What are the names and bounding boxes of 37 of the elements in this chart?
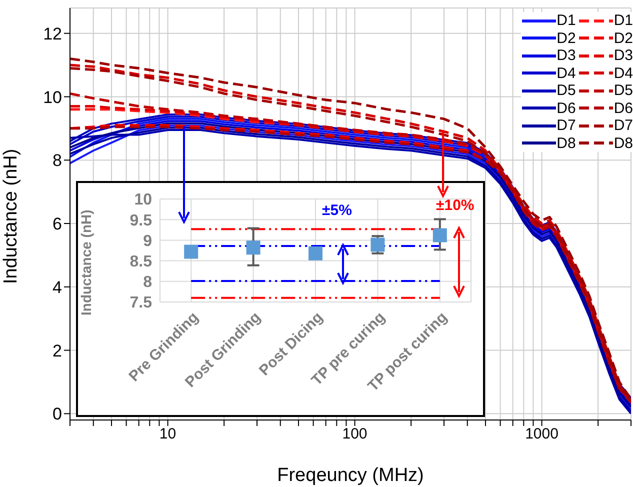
y-tick-label: 8.5 xyxy=(130,253,152,270)
legend-label: D1 xyxy=(614,12,633,30)
y-tick-label: 10 xyxy=(43,88,62,107)
x-tick-label: 10 xyxy=(159,426,176,443)
y-tick-label: 8 xyxy=(52,151,62,170)
y-tick-label: 12 xyxy=(43,24,62,44)
y-tick-label: 7.5 xyxy=(130,294,152,312)
annotation: ±5% xyxy=(322,202,352,219)
y-tick-label: 9.5 xyxy=(130,212,152,230)
legend-label: D4 xyxy=(614,64,633,82)
y-tick-label: 9 xyxy=(143,232,152,250)
legend-label: D7 xyxy=(614,117,633,134)
legend-label: D5 xyxy=(614,82,633,100)
y-tick-label: 4 xyxy=(52,278,62,297)
legend-label: D2 xyxy=(614,30,633,47)
x-tick-label: 1000 xyxy=(525,426,558,443)
annotation: ±10% xyxy=(436,197,474,214)
legend-label: D1 xyxy=(556,12,576,30)
y-axis-title: Inductance (nH) xyxy=(0,148,22,284)
y-tick-label: 6 xyxy=(52,214,62,234)
y-tick-label: 0 xyxy=(52,404,62,424)
legend-label: D4 xyxy=(556,64,576,82)
y-axis-title: Inductance (nH) xyxy=(78,210,94,316)
legend-label: D6 xyxy=(614,100,633,117)
x-axis-title: Freqeuncy (MHz) xyxy=(277,465,424,486)
legend-label: D7 xyxy=(556,117,576,134)
y-tick-label: 10 xyxy=(134,192,152,209)
legend-label: D8 xyxy=(556,134,576,152)
legend-label: D5 xyxy=(556,82,576,100)
legend-label: D2 xyxy=(556,30,576,47)
legend-label: D3 xyxy=(556,47,576,64)
legend-label: D8 xyxy=(614,134,633,152)
y-tick-label: 8 xyxy=(143,274,152,292)
legend-label: D3 xyxy=(614,47,633,64)
legend-label: D6 xyxy=(556,100,576,117)
x-tick-label: 100 xyxy=(342,426,368,443)
y-tick-label: 2 xyxy=(52,341,62,360)
